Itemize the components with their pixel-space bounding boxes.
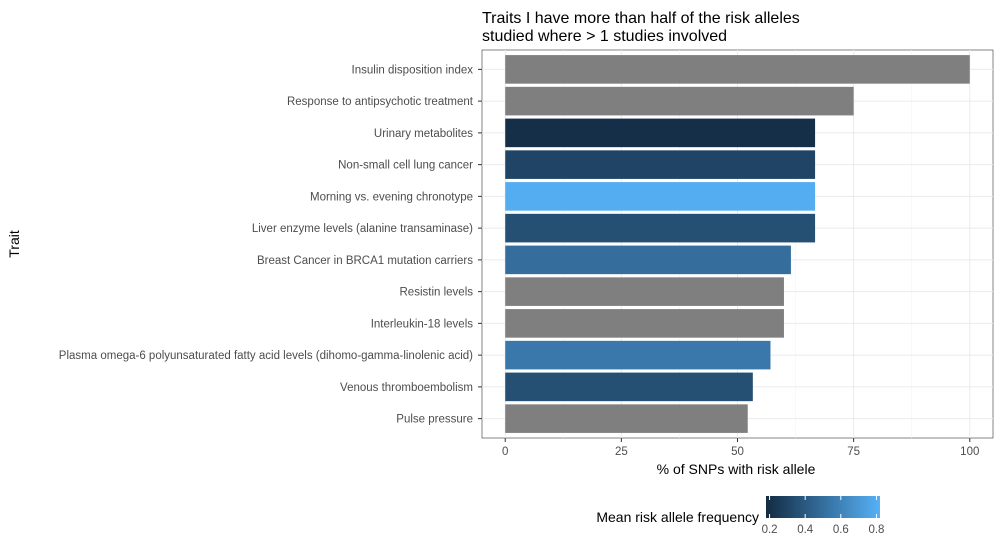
bars	[505, 55, 970, 433]
legend-ticks: 0.2 0.4 0.6 0.8	[762, 496, 884, 536]
category-label: Morning vs. evening chronotype	[310, 191, 473, 203]
category-label: Non-small cell lung cancer	[338, 160, 473, 172]
x-axis-ticks: 0 25 50 75 100	[502, 438, 979, 458]
chart-title-line-1: Traits I have more than half of the risk…	[482, 10, 800, 27]
bar	[505, 213, 816, 243]
legend-tick-label: 0.4	[797, 524, 814, 536]
category-label: Plasma omega-6 polyunsaturated fatty aci…	[59, 350, 473, 362]
bar	[505, 277, 784, 306]
category-label: Insulin disposition index	[352, 64, 474, 76]
category-label: Resistin levels	[400, 287, 474, 299]
bar	[505, 372, 753, 402]
category-label: Interleukin-18 levels	[371, 318, 474, 330]
category-label: Pulse pressure	[396, 414, 473, 426]
x-tick-label: 25	[615, 446, 628, 458]
category-label: Urinary metabolites	[374, 128, 473, 140]
legend-tick-label: 0.6	[833, 524, 849, 536]
x-axis-title: % of SNPs with risk allele	[657, 461, 816, 477]
category-label: Breast Cancer in BRCA1 mutation carriers	[257, 255, 473, 267]
bar	[505, 404, 748, 433]
category-labels: Insulin disposition index Response to ant…	[59, 64, 482, 426]
x-tick-label: 50	[731, 446, 744, 458]
bar	[505, 182, 816, 211]
bar	[505, 340, 771, 370]
legend-title: Mean risk allele frequency	[596, 509, 759, 525]
legend-tick-label: 0.8	[868, 524, 884, 536]
x-tick-label: 100	[960, 446, 979, 458]
y-axis-title: Trait	[6, 230, 22, 258]
bar	[505, 245, 791, 275]
category-label: Venous thromboembolism	[340, 382, 473, 394]
legend-tick-label: 0.2	[762, 524, 778, 536]
chart-title-line-2: studied where > 1 studies involved	[482, 28, 727, 45]
x-tick-label: 0	[502, 446, 508, 458]
x-tick-label: 75	[847, 446, 860, 458]
category-label: Liver enzyme levels (alanine transaminas…	[252, 223, 473, 235]
category-label: Response to antipsychotic treatment	[287, 96, 474, 108]
bar	[505, 118, 816, 148]
bar	[505, 55, 970, 84]
legend-colorbar	[766, 496, 880, 518]
bar	[505, 150, 816, 179]
bar	[505, 309, 784, 338]
bar	[505, 86, 854, 116]
